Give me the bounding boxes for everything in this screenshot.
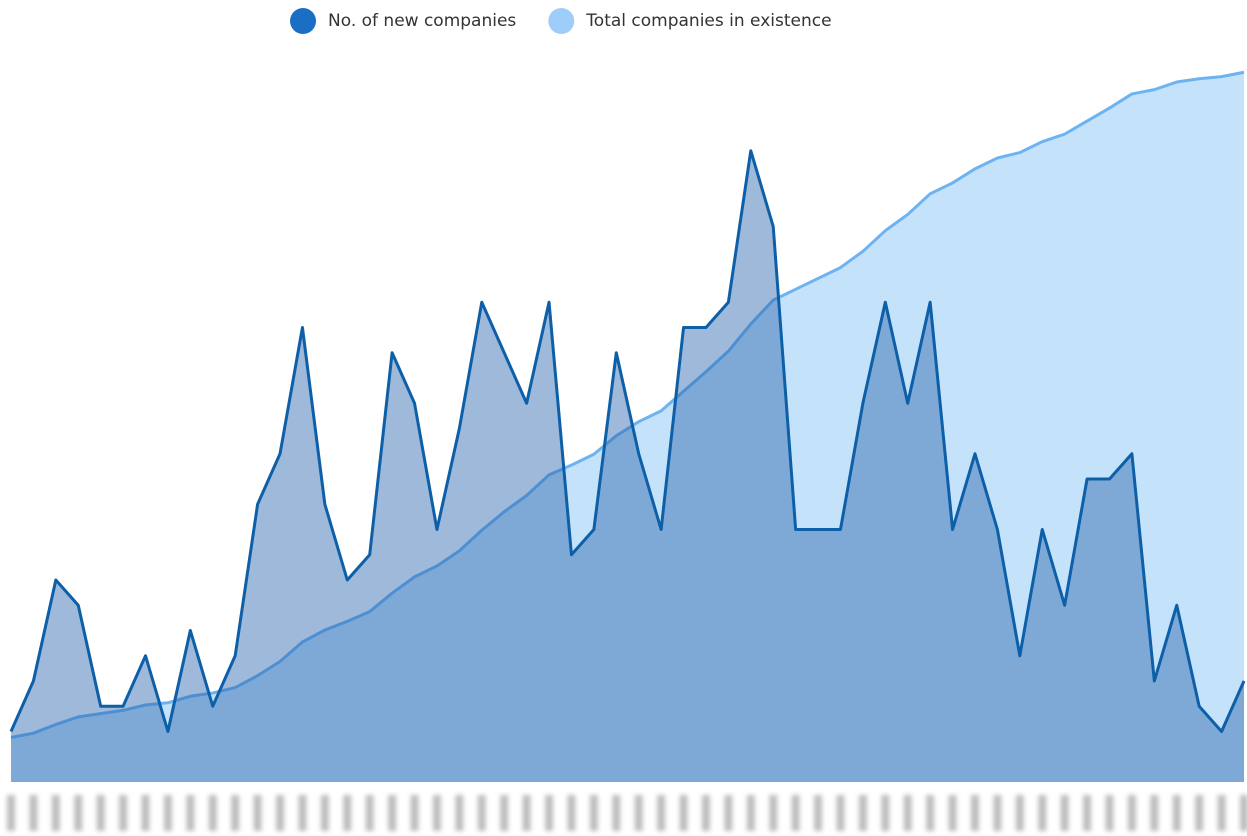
x-label-placeholder xyxy=(769,795,778,831)
x-label-placeholder xyxy=(253,795,262,831)
x-label-placeholder xyxy=(679,795,688,831)
x-label-placeholder xyxy=(388,795,397,831)
x-label-placeholder xyxy=(298,795,307,831)
x-label-placeholder xyxy=(881,795,890,831)
x-label-placeholder xyxy=(29,795,38,831)
x-label-placeholder xyxy=(1195,795,1204,831)
x-label-placeholder xyxy=(119,795,128,831)
area xyxy=(11,150,1244,782)
x-label-placeholder xyxy=(186,795,195,831)
x-label-placeholder xyxy=(1240,795,1247,831)
x-label-placeholder xyxy=(276,795,285,831)
x-label-placeholder xyxy=(522,795,531,831)
x-label-placeholder xyxy=(1015,795,1024,831)
legend-swatch xyxy=(548,8,575,34)
legend-label: Total companies in existence xyxy=(585,11,831,31)
x-label-placeholder xyxy=(1083,795,1092,831)
x-label-placeholder xyxy=(51,795,60,831)
x-label-placeholder xyxy=(545,795,554,831)
line xyxy=(10,70,1245,739)
x-label-placeholder xyxy=(791,795,800,831)
x-label-placeholder xyxy=(1217,795,1226,831)
x-labels xyxy=(7,795,1247,831)
x-label-placeholder xyxy=(163,795,172,831)
x-label-placeholder xyxy=(567,795,576,831)
legend-swatch xyxy=(290,8,316,34)
x-label-placeholder xyxy=(500,795,509,831)
x-label-placeholder xyxy=(1172,795,1181,831)
x-label-placeholder xyxy=(926,795,935,831)
line xyxy=(9,149,1246,733)
x-label-placeholder xyxy=(746,795,755,831)
x-label-placeholder xyxy=(836,795,845,831)
x-label-placeholder xyxy=(365,795,374,831)
x-label-placeholder xyxy=(432,795,441,831)
x-label-placeholder xyxy=(7,795,15,831)
legend-label: No. of new companies xyxy=(328,11,516,31)
x-label-placeholder xyxy=(948,795,957,831)
x-label-placeholder xyxy=(858,795,867,831)
x-label-placeholder xyxy=(1060,795,1069,831)
x-label-placeholder xyxy=(343,795,352,831)
x-label-placeholder xyxy=(1105,795,1114,831)
x-label-placeholder xyxy=(208,795,217,831)
x-label-placeholder xyxy=(1127,795,1136,831)
x-label-placeholder xyxy=(612,795,621,831)
x-label-placeholder xyxy=(1150,795,1159,831)
x-label-placeholder xyxy=(970,795,979,831)
x-label-placeholder xyxy=(74,795,83,831)
x-label-placeholder xyxy=(477,795,486,831)
x-label-placeholder xyxy=(455,795,464,831)
x-label-placeholder xyxy=(634,795,643,831)
x-label-placeholder xyxy=(141,795,150,831)
x-label-placeholder xyxy=(701,795,710,831)
x-label-placeholder xyxy=(410,795,419,831)
x-label-placeholder xyxy=(903,795,912,831)
x-label-placeholder xyxy=(231,795,240,831)
x-label-placeholder xyxy=(657,795,666,831)
x-label-placeholder xyxy=(993,795,1002,831)
x-label-placeholder xyxy=(1038,795,1047,831)
area xyxy=(11,72,1244,782)
x-label-placeholder xyxy=(589,795,598,831)
x-label-placeholder xyxy=(814,795,823,831)
x-label-placeholder xyxy=(724,795,733,831)
x-label-placeholder xyxy=(320,795,329,831)
x-label-placeholder xyxy=(96,795,105,831)
